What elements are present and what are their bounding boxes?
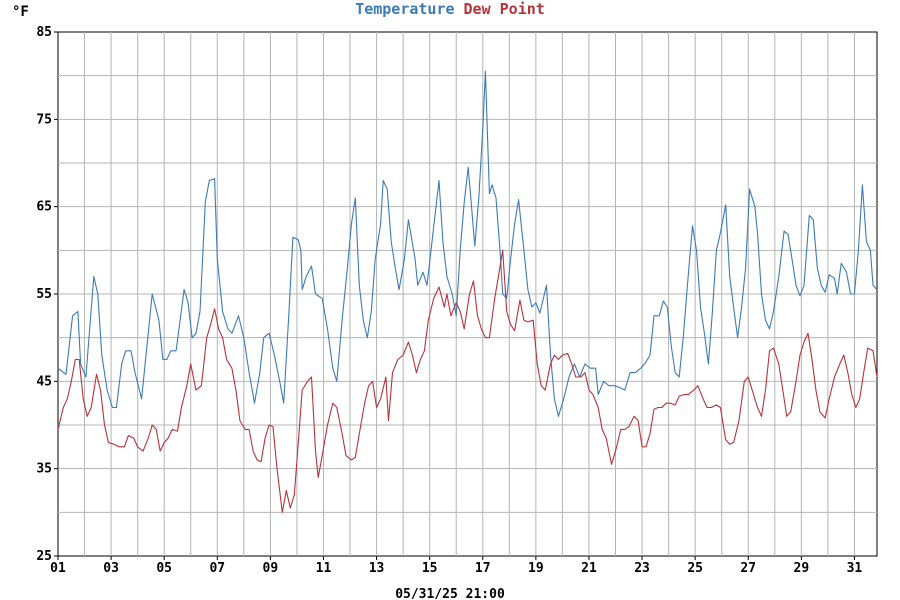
x-tick-label: 17 xyxy=(475,561,491,576)
x-tick-label: 27 xyxy=(740,561,756,576)
title-dew-point: Dew Point xyxy=(464,0,545,18)
timestamp-footer: 05/31/25 21:00 xyxy=(395,587,505,600)
x-tick-label: 31 xyxy=(847,561,863,576)
x-tick-label: 25 xyxy=(687,561,703,576)
x-tick-label: 05 xyxy=(156,561,172,576)
x-tick-label: 13 xyxy=(369,561,385,576)
title-temperature: Temperature xyxy=(355,0,454,18)
x-tick-label: 03 xyxy=(103,561,119,576)
y-tick-label: 75 xyxy=(36,112,52,127)
series-line-dew-point xyxy=(57,249,878,513)
y-tick-label: 45 xyxy=(36,374,52,389)
y-axis-unit: °F xyxy=(12,4,29,20)
x-tick-label: 29 xyxy=(794,561,810,576)
series-lines xyxy=(57,70,878,513)
x-tick-label: 23 xyxy=(634,561,650,576)
y-axis-ticks: 25 35 45 55 65 75 85 xyxy=(36,25,58,564)
x-axis-ticks: 01 03 05 07 09 11 13 15 17 19 21 23 25 27 29 31 xyxy=(50,556,862,576)
x-tick-label: 01 xyxy=(50,561,66,576)
y-tick-label: 25 xyxy=(36,549,52,564)
y-tick-label: 85 xyxy=(36,25,52,40)
x-tick-label: 15 xyxy=(422,561,438,576)
x-tick-label: 11 xyxy=(316,561,332,576)
x-tick-label: 09 xyxy=(263,561,279,576)
y-tick-label: 35 xyxy=(36,462,52,477)
x-tick-label: 19 xyxy=(528,561,544,576)
chart-title: Temperature Dew Point xyxy=(355,0,545,18)
y-tick-label: 65 xyxy=(36,200,52,215)
grid xyxy=(58,32,877,556)
x-tick-label: 21 xyxy=(581,561,597,576)
x-tick-label: 07 xyxy=(209,561,225,576)
series-line-temperature xyxy=(57,70,878,417)
y-tick-label: 55 xyxy=(36,287,52,302)
